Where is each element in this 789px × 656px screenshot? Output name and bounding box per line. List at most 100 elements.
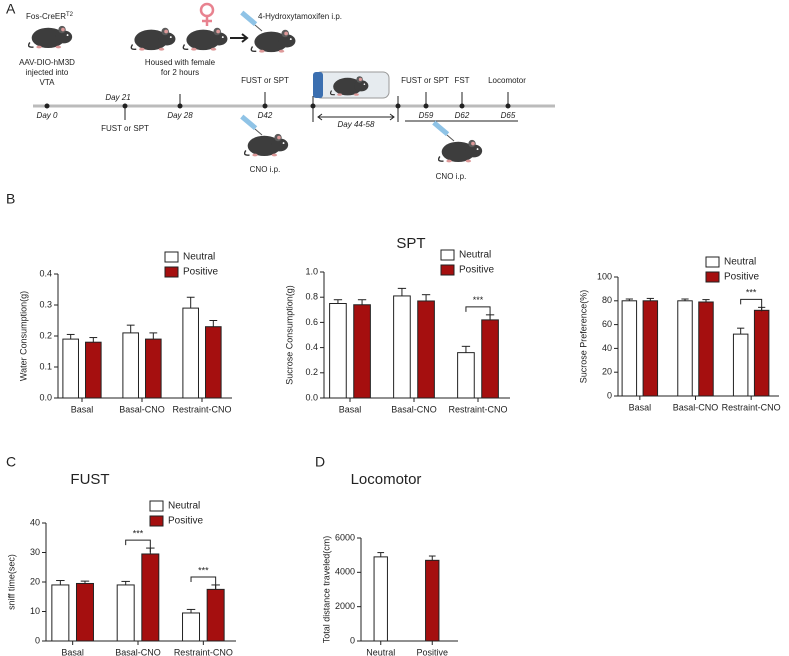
error-bar <box>186 608 196 613</box>
y-tick-label: 20 <box>602 367 612 377</box>
y-tick-label: 0.4 <box>305 342 318 352</box>
bar <box>329 303 347 399</box>
x-tick-label: Basal-CNO <box>391 404 437 414</box>
mouse-icon <box>130 27 177 52</box>
chart-title: FUST <box>70 471 109 488</box>
y-tick-label: 80 <box>602 295 612 305</box>
y-axis-label: sniff time(sec) <box>6 554 16 610</box>
x-tick-label: Restraint-CNO <box>172 404 231 414</box>
y-tick-label: 0 <box>607 390 612 400</box>
bar <box>122 332 139 399</box>
y-tick-label: 60 <box>602 319 612 329</box>
error-bar <box>186 296 195 309</box>
error-bar <box>121 580 130 585</box>
y-tick-label: 40 <box>30 517 40 527</box>
error-bar <box>126 324 135 333</box>
legend-swatch <box>705 256 720 268</box>
legend-label: Neutral <box>168 501 200 512</box>
day-label: Day 28 <box>167 111 193 120</box>
bar <box>753 309 770 397</box>
significance-bracket <box>465 306 491 319</box>
x-tick-label: Restraint-CNO <box>174 647 233 656</box>
y-tick-label: 4000 <box>335 567 355 577</box>
legend-swatch <box>440 264 455 276</box>
y-tick-label: 6000 <box>335 532 355 542</box>
error-bar <box>737 327 745 335</box>
restraint-tube <box>313 71 390 99</box>
day-label: Day 44-58 <box>338 120 375 129</box>
x-tick-label: Basal <box>339 404 362 414</box>
housing: Housed with female <box>145 58 216 67</box>
y-tick-label: 0 <box>35 635 40 645</box>
significance-label: *** <box>133 528 144 538</box>
syringe <box>240 114 263 136</box>
legend-label: Neutral <box>183 252 215 263</box>
cno-label: CNO i.p. <box>436 172 467 181</box>
y-axis-label: Total distance traveled(cm) <box>321 536 331 644</box>
y-tick-label: 0.6 <box>305 317 318 327</box>
error-bar <box>80 580 90 584</box>
legend-label: Positive <box>183 267 218 278</box>
legend-label: Positive <box>724 272 759 283</box>
x-tick-label: Basal-CNO <box>115 647 161 656</box>
bar <box>621 300 638 397</box>
x-tick-label: Basal <box>629 402 652 412</box>
test-label: FST <box>454 76 469 85</box>
strain-name: Fos-CreER <box>26 12 66 21</box>
y-axis-label: Sucrose Preference(%) <box>578 290 588 384</box>
error-bar <box>377 552 385 557</box>
error-bar <box>702 299 710 302</box>
y-tick-label: 1.0 <box>305 266 318 276</box>
y-tick-label: 0.2 <box>305 367 318 377</box>
mouse-icon <box>250 29 297 54</box>
legend-swatch <box>164 266 179 278</box>
x-tick-label: Basal <box>71 404 94 414</box>
bar <box>182 307 199 399</box>
bar <box>642 300 659 397</box>
error-bar <box>149 332 158 340</box>
bar <box>481 319 499 399</box>
test-label: FUST or SPT <box>101 124 149 133</box>
day-label: D62 <box>455 111 470 120</box>
error-bar <box>89 337 98 343</box>
y-axis-label: Water Consumption(g) <box>18 291 28 381</box>
timeline-ticks <box>124 92 518 122</box>
x-tick-label: Restraint-CNO <box>722 402 781 412</box>
injection: injected into <box>26 68 69 77</box>
day-label: Day 0 <box>37 111 58 120</box>
chart-title: SPT <box>396 235 425 252</box>
bar <box>206 588 225 642</box>
drug: 4-Hydroxytamoxifen i.p. <box>258 12 342 21</box>
y-tick-label: 0.1 <box>39 361 52 371</box>
y-tick-label: 0 <box>350 635 355 645</box>
legend-label: Neutral <box>459 250 491 261</box>
bar <box>141 553 160 642</box>
significance-bracket <box>740 298 763 312</box>
injection: AAV-DIO-hM3D <box>19 58 75 67</box>
x-tick-label: Basal <box>61 647 84 656</box>
error-bar <box>625 298 633 301</box>
bar <box>393 295 411 399</box>
injection: VTA <box>40 78 56 87</box>
significance-bracket <box>125 539 151 553</box>
mouse-icon <box>438 139 483 164</box>
bar <box>417 300 435 399</box>
error-bar <box>397 287 407 296</box>
cno-label: CNO i.p. <box>250 165 281 174</box>
significance-bracket <box>190 576 217 589</box>
bar <box>116 584 135 642</box>
y-tick-label: 30 <box>30 547 40 557</box>
error-bar <box>681 298 689 301</box>
bar <box>145 338 162 399</box>
y-tick-label: 40 <box>602 343 612 353</box>
day-label: D59 <box>419 111 434 120</box>
error-bar <box>209 320 218 327</box>
y-tick-label: 0.0 <box>305 392 318 402</box>
mouse-icon <box>244 133 289 158</box>
error-bar <box>333 299 343 304</box>
bar <box>182 612 201 642</box>
bar <box>51 584 70 642</box>
error-bar <box>56 580 65 585</box>
panel-label: C <box>6 454 16 470</box>
